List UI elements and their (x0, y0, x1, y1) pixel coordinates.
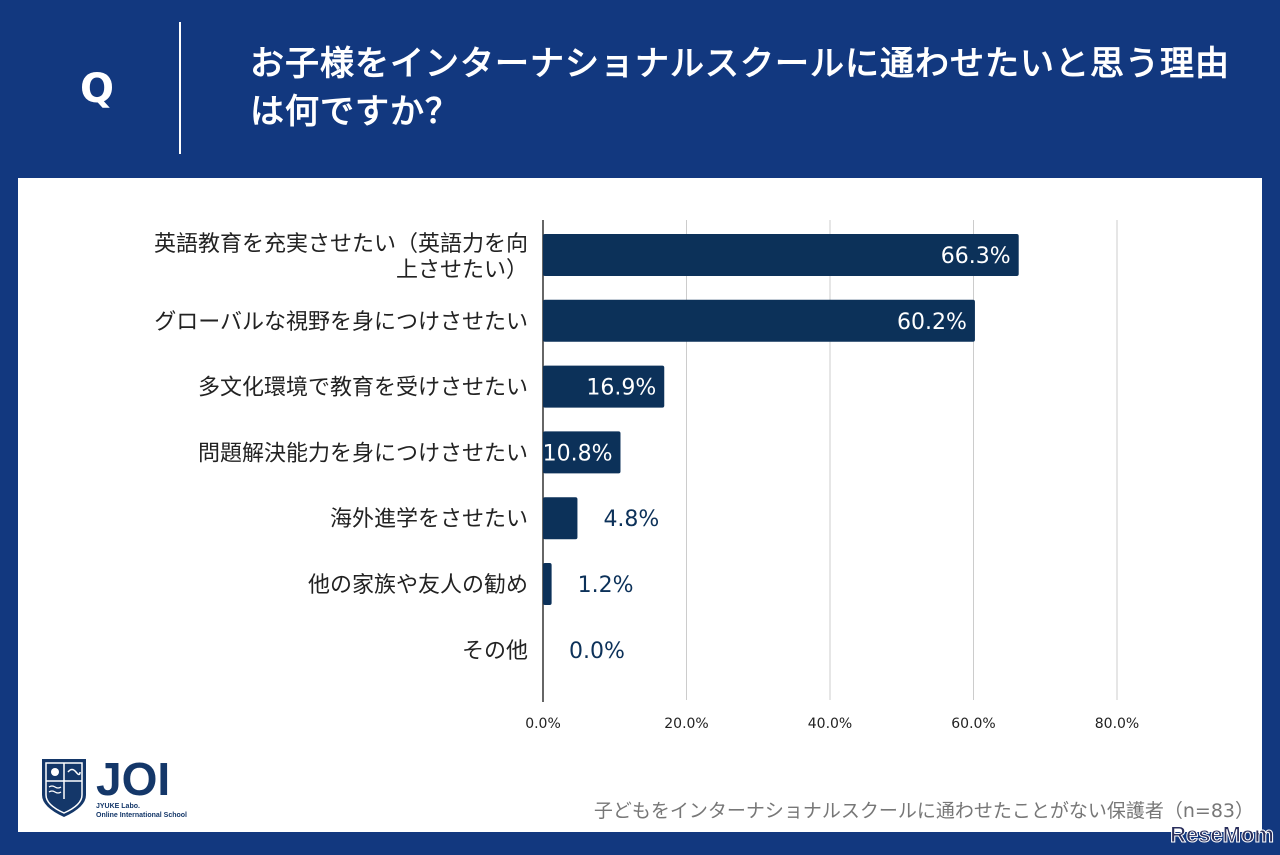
bar (543, 299, 975, 342)
data-label: 4.8% (603, 507, 659, 532)
divider (179, 22, 181, 154)
question-label: Q (80, 66, 115, 112)
logo-text: JOI (96, 753, 171, 805)
school-crest-logo (42, 759, 86, 817)
x-tick-label: 0.0% (525, 716, 561, 732)
category-label: 英語教育を充実させたい（英語力を向 (154, 232, 528, 257)
chart-title: お子様をインターナショナルスクールに通わせたいと思う理由は何ですか？ (250, 44, 1230, 132)
chart-panel (18, 178, 1262, 832)
data-label: 60.2% (897, 310, 967, 335)
bar (543, 497, 578, 540)
logo-sub-line: Online International School (96, 812, 188, 819)
sample-note: 子どもをインターナショナルスクールに通わせたことがない保護者（n=83） (593, 800, 1254, 822)
category-label: グローバルな視野を身につけさせたい (154, 310, 528, 335)
category-label: 他の家族や友人の勧め (308, 573, 528, 598)
x-tick-label: 20.0% (664, 716, 708, 732)
category-label: 海外進学をさせたい (330, 507, 528, 532)
bar (543, 431, 621, 474)
x-tick-label: 60.0% (951, 716, 995, 732)
data-label: 16.9% (586, 376, 656, 401)
bar (543, 234, 1019, 276)
header: Q お子様をインターナショナルスクールに通わせたいと思う理由は何ですか？ (0, 0, 1280, 178)
x-tick-label: 80.0% (1095, 716, 1139, 732)
logo-subtitle: JYUKE Labo. Online International School (96, 802, 187, 820)
data-label: 1.2% (578, 573, 634, 598)
x-tick-label: 40.0% (808, 716, 852, 732)
logo-sub-line: JYUKE Labo. (96, 803, 140, 810)
category-label: その他 (462, 639, 528, 664)
bar (543, 365, 665, 408)
data-label: 10.8% (543, 441, 613, 466)
data-label: 66.3% (941, 244, 1011, 269)
category-label: 問題解決能力を身につけさせたい (198, 441, 528, 466)
category-label: 多文化環境で教育を受けさせたい (198, 376, 528, 401)
data-label: 0.0% (569, 639, 625, 664)
watermark: ReseMom (1170, 822, 1275, 848)
bar (543, 563, 552, 605)
category-label: 上させたい） (396, 258, 528, 283)
